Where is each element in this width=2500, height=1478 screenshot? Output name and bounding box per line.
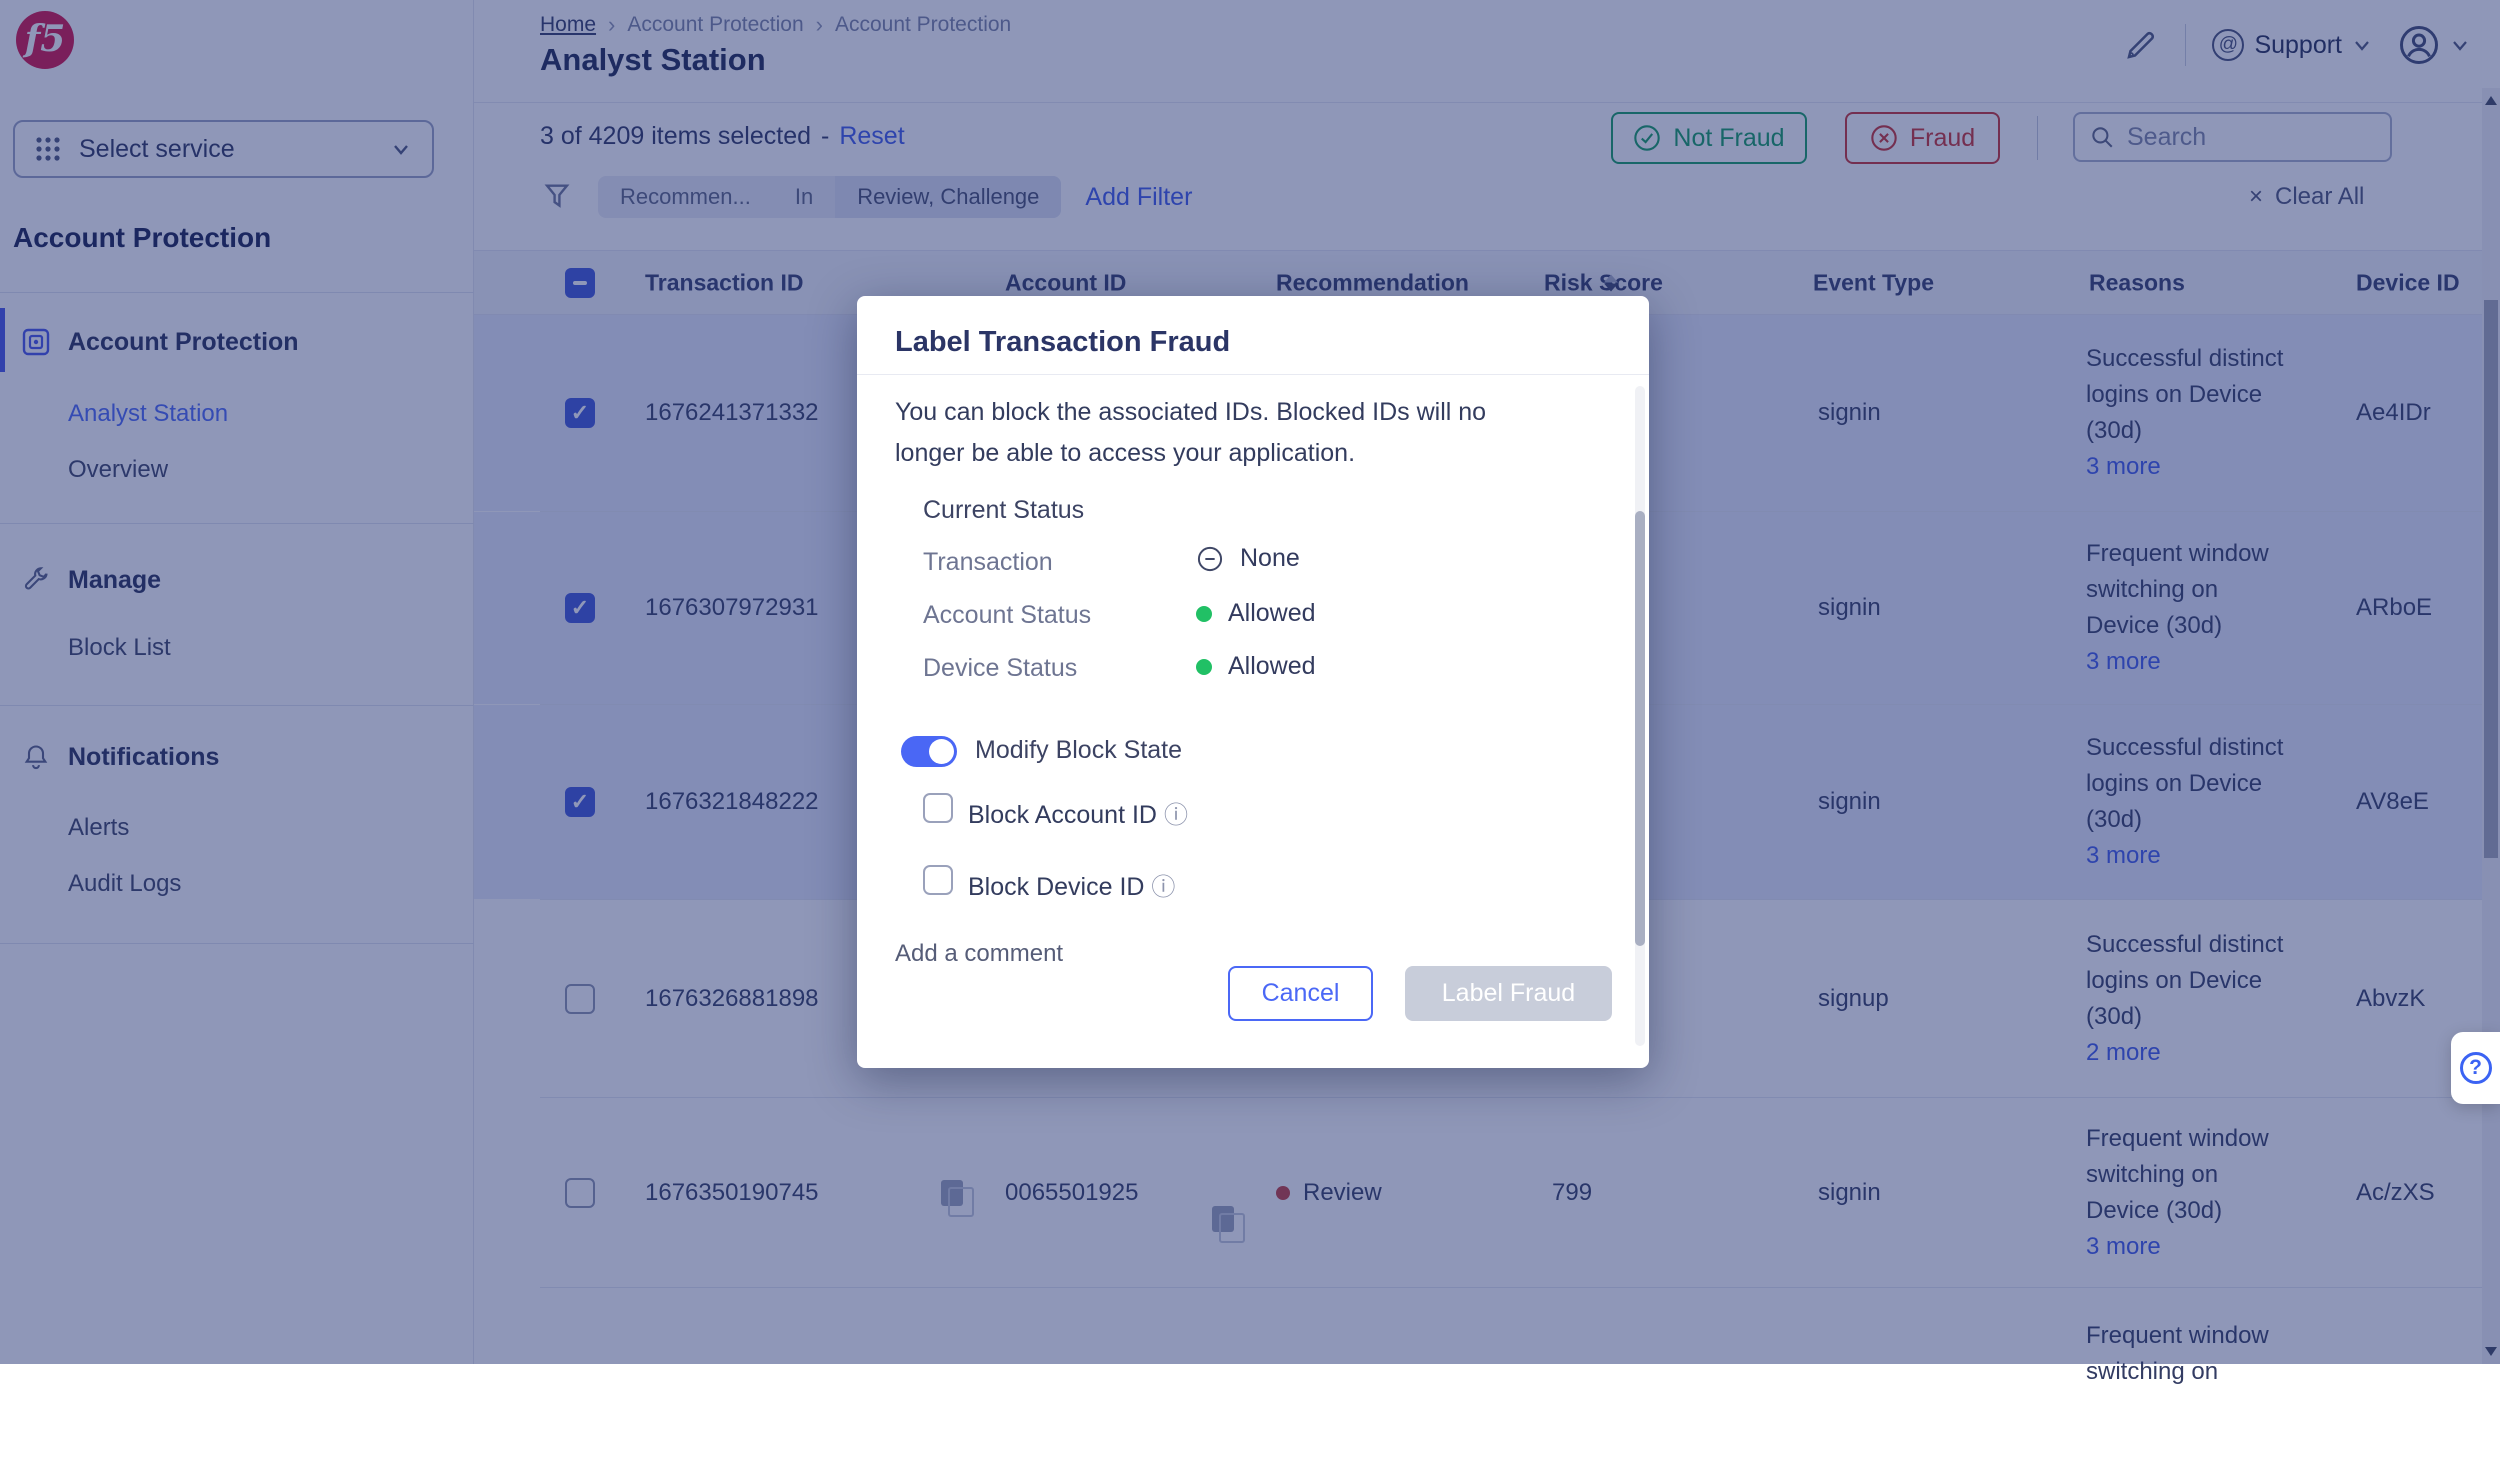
help-button[interactable]: ? [2451, 1032, 2500, 1104]
info-icon[interactable]: ⓘ [1151, 873, 1176, 901]
transaction-status-label: Transaction [923, 548, 1053, 576]
device-status-label: Device Status [923, 654, 1078, 682]
transaction-status-value: None [1196, 544, 1300, 573]
label-fraud-modal: Label Transaction Fraud You can block th… [857, 296, 1649, 1068]
device-status-value: Allowed [1196, 652, 1316, 681]
checkbox-label-text: Block Device ID [968, 873, 1145, 901]
account-status-label: Account Status [923, 601, 1092, 629]
modify-block-state-label: Modify Block State [975, 736, 1183, 764]
block-account-id-label: Block Account ID ⓘ [968, 795, 1188, 830]
block-account-id-checkbox[interactable] [923, 793, 953, 823]
scrollbar-thumb[interactable] [1635, 511, 1645, 946]
status-text: None [1240, 544, 1300, 572]
modify-block-state-toggle[interactable] [901, 736, 957, 767]
cancel-button[interactable]: Cancel [1228, 966, 1373, 1021]
info-icon[interactable]: ⓘ [1163, 801, 1188, 829]
add-comment-field[interactable]: Add a comment [895, 940, 1064, 967]
modal-scrollbar[interactable] [1635, 386, 1645, 1046]
account-status-value: Allowed [1196, 599, 1316, 628]
allowed-status-dot [1196, 658, 1212, 675]
help-icon: ? [2459, 1052, 2492, 1084]
allowed-status-dot [1196, 605, 1212, 622]
divider [857, 374, 1649, 375]
block-device-id-checkbox[interactable] [923, 865, 953, 895]
none-status-icon [1197, 546, 1223, 571]
checkbox-label-text: Block Account ID [968, 801, 1157, 829]
label-fraud-button[interactable]: Label Fraud [1405, 966, 1612, 1021]
status-text: Allowed [1228, 652, 1316, 680]
current-status-heading: Current Status [923, 496, 1085, 524]
block-device-id-label: Block Device ID ⓘ [968, 867, 1175, 902]
status-text: Allowed [1228, 599, 1316, 627]
modal-title: Label Transaction Fraud [895, 326, 1231, 358]
modal-description: You can block the associated IDs. Blocke… [895, 398, 1487, 467]
